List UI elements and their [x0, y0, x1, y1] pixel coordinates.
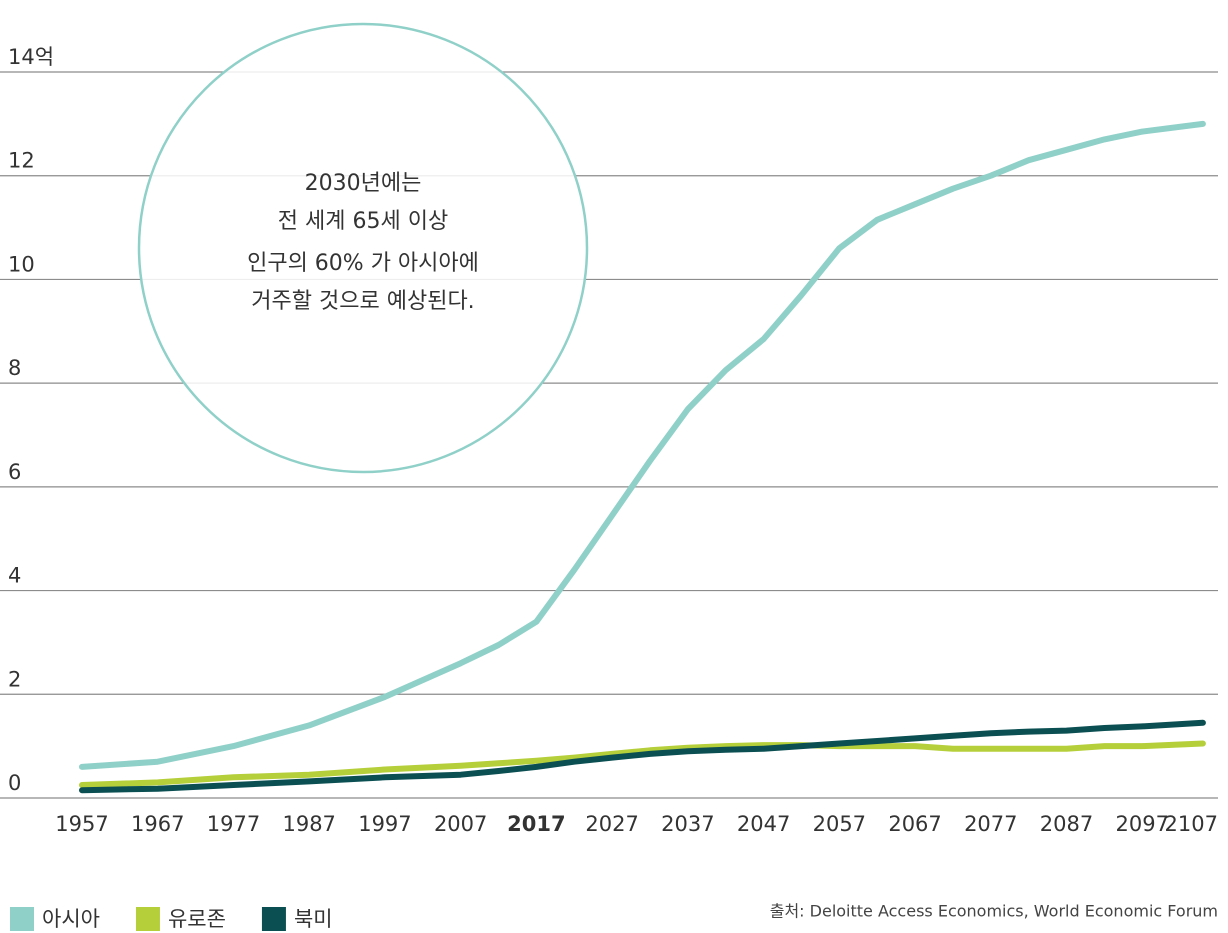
x-tick-label: 2037	[661, 812, 714, 836]
x-tick-label: 2057	[813, 812, 866, 836]
annotation-circle	[137, 22, 589, 474]
legend-swatch	[261, 907, 286, 931]
annotation: 전 세계 65세 이상	[278, 209, 448, 234]
x-tick-label: 2047	[737, 812, 790, 836]
legend-swatch	[135, 907, 160, 931]
x-tick-label: 1957	[55, 812, 108, 836]
x-tick-label: 2107	[1165, 812, 1218, 836]
legend-label: 북미	[294, 907, 333, 931]
series-line	[79, 120, 1206, 770]
x-tick-label: 2067	[888, 812, 941, 836]
y-tick-label: 14억	[8, 45, 54, 69]
x-tick-label: 1977	[207, 812, 260, 836]
series-line	[79, 740, 1206, 788]
y-tick-label: 2	[8, 667, 21, 691]
x-tick-label: 1967	[131, 812, 184, 836]
y-tick-label: 6	[8, 460, 21, 484]
x-tick-label: 2027	[585, 812, 638, 836]
x-tick-label: 1997	[358, 812, 411, 836]
y-tick-label: 4	[8, 564, 21, 588]
annotation: 2030년에는	[305, 171, 422, 196]
source: 출처: Deloitte Access Economics, World Eco…	[770, 902, 1218, 921]
x-tick-label: 2077	[964, 812, 1017, 836]
legend-swatch	[10, 907, 34, 931]
y-tick-label: 10	[8, 252, 35, 276]
x-tick-label: 2097	[1116, 812, 1169, 836]
x-tick-label: 1987	[282, 812, 335, 836]
annotation: 인구의 60% 가 아시아에	[247, 251, 479, 276]
annotation: 거주할 것으로 예상된다.	[251, 289, 474, 314]
x-tick-label: 2087	[1040, 812, 1093, 836]
legend-label: 아시아	[42, 907, 100, 931]
y-tick-label: 12	[8, 149, 35, 173]
x-tick-label: 2007	[434, 812, 487, 836]
y-tick-label: 8	[8, 356, 21, 380]
legend-label: 유로존	[168, 907, 226, 931]
y-tick-label: 0	[8, 771, 21, 795]
series-line	[79, 719, 1206, 794]
x-tick-label: 2017	[507, 812, 565, 836]
